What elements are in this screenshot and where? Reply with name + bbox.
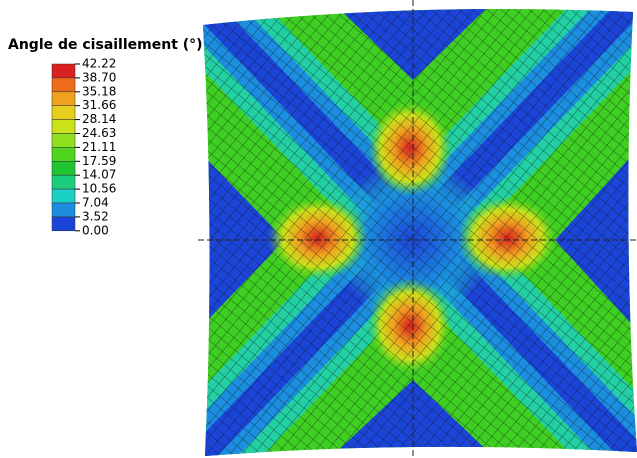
legend-title: Angle de cisaillement (°)	[8, 37, 203, 53]
legend-swatch	[51, 202, 76, 218]
legend-swatch	[51, 63, 76, 79]
legend-swatch	[51, 119, 76, 134]
legend-swatch	[51, 216, 76, 232]
legend-swatch	[51, 188, 76, 204]
legend-label: 0.00	[82, 223, 109, 237]
legend-swatch	[51, 174, 76, 190]
legend-label: 7.04	[82, 196, 109, 210]
legend-swatch	[51, 161, 76, 176]
legend: 42.2238.7035.1831.6628.1424.6321.1117.59…	[51, 57, 116, 237]
legend-label: 21.11	[82, 140, 116, 154]
legend-label: 42.22	[82, 57, 116, 71]
legend-label: 38.70	[82, 70, 116, 84]
legend-label: 35.18	[82, 84, 116, 98]
legend-swatch	[51, 133, 76, 148]
legend-swatch	[51, 77, 76, 93]
legend-label: 17.59	[82, 154, 116, 168]
legend-label: 28.14	[82, 112, 116, 126]
contour-plot	[203, 8, 637, 457]
legend-swatch	[51, 105, 76, 120]
legend-label: 3.52	[82, 209, 109, 223]
legend-label: 14.07	[82, 168, 116, 182]
legend-swatch	[51, 147, 76, 162]
legend-label: 24.63	[82, 126, 116, 140]
legend-label: 31.66	[82, 98, 116, 112]
legend-label: 10.56	[82, 182, 116, 196]
legend-swatch	[51, 91, 76, 106]
